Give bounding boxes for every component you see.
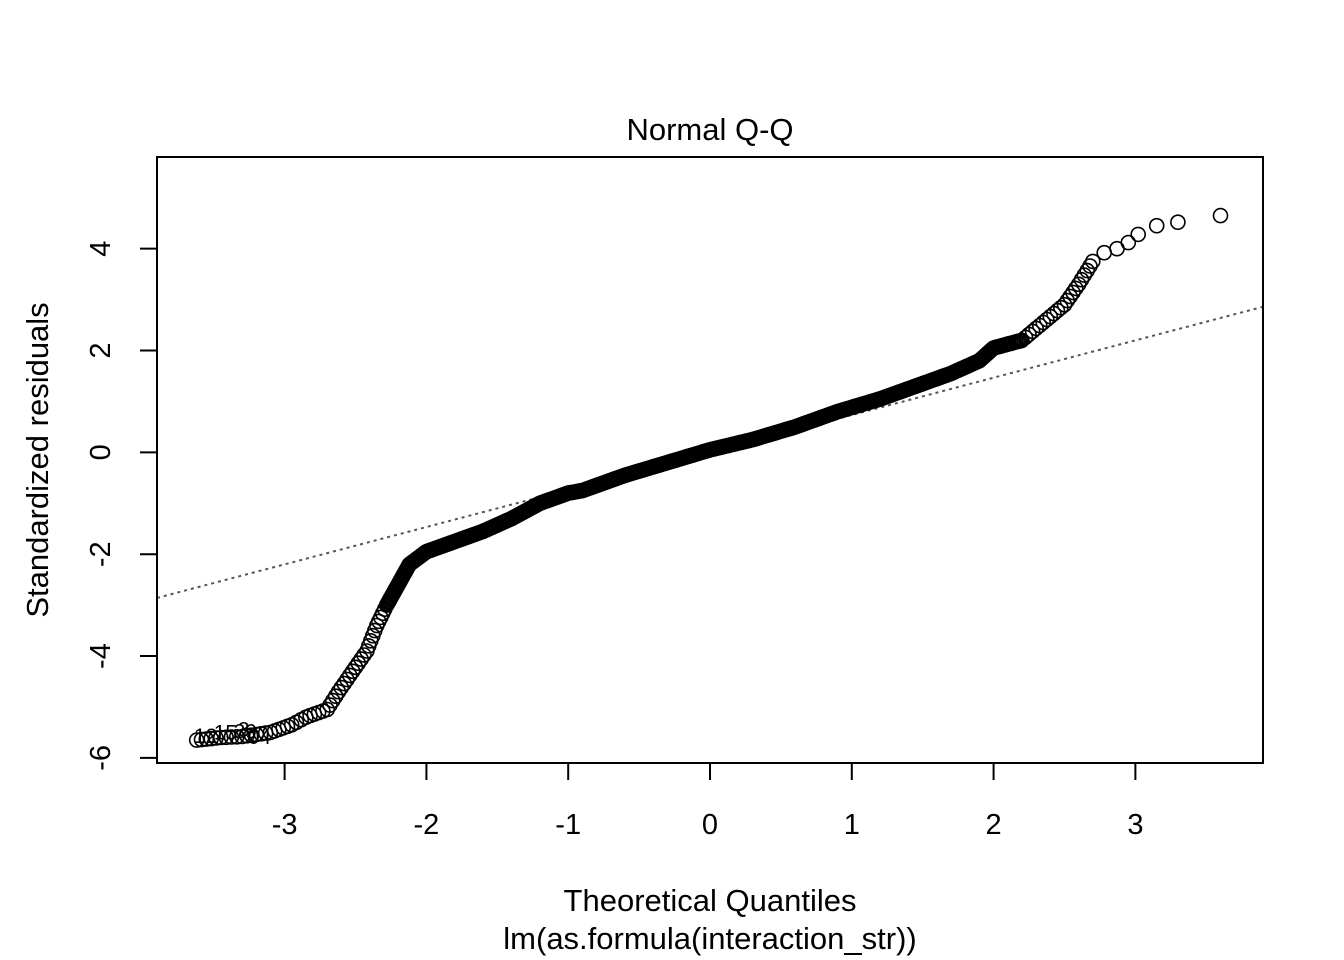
x-tick-label: -2 <box>414 809 440 841</box>
data-point <box>1076 267 1093 283</box>
y-tick-label: 2 <box>85 342 117 358</box>
point-id-label: 15 <box>214 721 237 744</box>
data-point <box>1170 214 1186 230</box>
y-tick-label: -2 <box>85 541 117 567</box>
data-point <box>327 688 344 705</box>
x-axis-sublabel: lm(as.formula(interaction_str)) <box>503 921 916 956</box>
y-axis-label: Standardized residuals <box>20 302 55 617</box>
data-point <box>223 729 240 745</box>
chart-title: Normal Q-Q <box>626 112 793 147</box>
data-point <box>208 730 224 746</box>
x-tick-label: -1 <box>555 809 581 841</box>
data-point <box>322 697 338 713</box>
reference-line-group <box>156 305 1264 599</box>
data-point <box>333 679 350 696</box>
data-point <box>1056 296 1073 313</box>
data-point <box>353 651 370 667</box>
x-axis-label: Theoretical Quantiles <box>564 883 857 918</box>
point-id-label: 39 <box>234 720 257 743</box>
data-point <box>324 692 341 709</box>
data-point <box>1120 234 1137 251</box>
points-group <box>188 207 1229 748</box>
x-tick-label: 0 <box>702 809 718 841</box>
data-point <box>347 659 364 676</box>
data-point <box>1148 217 1165 234</box>
qq-reference-line <box>156 305 1264 599</box>
data-point <box>203 730 219 747</box>
x-tick-label: -3 <box>272 809 298 841</box>
point-id-label: 3 <box>238 718 250 741</box>
x-tick-label: 3 <box>1127 809 1143 841</box>
data-point <box>1130 226 1146 243</box>
data-point <box>1068 280 1084 297</box>
y-tick-label: 4 <box>85 241 117 257</box>
data-point <box>339 671 355 688</box>
plot-frame <box>156 156 1264 764</box>
data-point <box>1059 292 1076 309</box>
data-point <box>218 729 234 746</box>
data-point <box>336 675 353 692</box>
x-tick-label: 2 <box>986 809 1002 841</box>
data-point <box>213 729 229 746</box>
data-point <box>356 647 372 663</box>
data-point <box>1085 253 1101 270</box>
x-tick-label: 1 <box>844 809 860 841</box>
y-tick-label: 0 <box>85 444 117 460</box>
data-point <box>344 663 361 680</box>
point-id-label: 04 <box>248 726 272 749</box>
data-point <box>1065 284 1081 301</box>
data-point <box>1212 207 1229 224</box>
y-tick-label: -6 <box>85 745 117 771</box>
y-tick-label: -4 <box>85 643 117 669</box>
data-point <box>1062 288 1078 305</box>
data-point <box>341 667 358 684</box>
data-point <box>350 655 367 672</box>
data-point <box>229 728 245 745</box>
data-point <box>330 683 347 700</box>
point-id-label: 12 <box>194 725 217 748</box>
data-point <box>319 701 336 718</box>
